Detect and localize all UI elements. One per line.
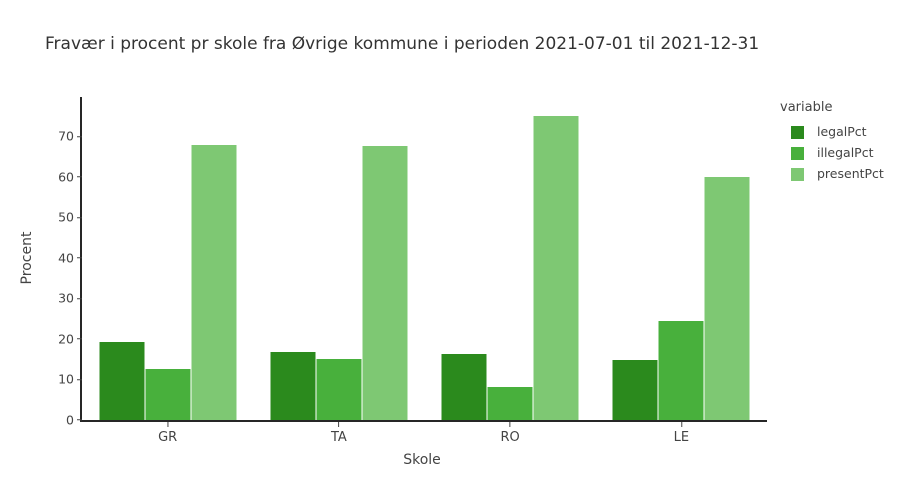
y-axis-title: Procent <box>19 231 35 285</box>
x-tick-label: RO <box>500 430 520 445</box>
bar-group-le <box>612 97 750 420</box>
y-tick-label: 30 <box>58 290 74 306</box>
y-tick-mark <box>77 257 82 259</box>
legend-swatch-illegalPct <box>791 147 804 160</box>
y-tick-mark <box>77 419 82 421</box>
y-tick-mark <box>77 176 82 178</box>
y-tick-mark <box>77 338 82 340</box>
bar-presentPct-le[interactable] <box>704 176 750 420</box>
x-tick-label: TA <box>330 430 347 445</box>
bar-presentPct-ta[interactable] <box>362 145 408 420</box>
legend-item-illegalPct[interactable]: illegalPct <box>778 143 884 164</box>
legend-label-presentPct: presentPct <box>817 166 884 182</box>
legend-title: variable <box>780 100 833 115</box>
bar-presentPct-ro[interactable] <box>533 116 579 420</box>
y-tick-10: 10 <box>58 373 82 386</box>
y-tick-label: 60 <box>58 168 74 184</box>
legend-item-presentPct[interactable]: presentPct <box>778 164 884 185</box>
y-tick-label: 70 <box>58 128 74 144</box>
x-tick-mark <box>680 422 682 427</box>
legend-swatch-legalPct <box>791 126 804 139</box>
x-tick-mark <box>167 422 169 427</box>
x-axis-title: Skole <box>403 452 441 468</box>
bars-layer <box>82 97 767 420</box>
x-tick-ro: RO <box>500 422 520 445</box>
y-tick-60: 60 <box>58 168 82 184</box>
y-tick-70: 70 <box>58 130 82 143</box>
x-tick-mark <box>509 422 511 427</box>
x-tick-ta: TA <box>331 422 347 444</box>
x-tick-le: LE <box>674 422 689 444</box>
bar-legalPct-gr[interactable] <box>99 342 145 420</box>
x-tick-mark <box>338 422 340 427</box>
y-tick-50: 50 <box>58 211 82 224</box>
y-tick-mark <box>77 217 82 219</box>
bar-group-ta <box>270 97 408 420</box>
bar-illegalPct-le[interactable] <box>658 321 704 420</box>
x-axis-ticks: GR TA RO LE <box>82 420 767 450</box>
legend-label-illegalPct: illegalPct <box>817 145 874 161</box>
y-tick-label: 20 <box>58 330 74 346</box>
y-tick-label: 50 <box>58 209 74 225</box>
y-tick-label: 0 <box>66 411 74 427</box>
y-tick-40: 40 <box>58 249 82 265</box>
bar-group-gr <box>99 97 237 420</box>
bar-legalPct-ro[interactable] <box>441 354 487 420</box>
y-tick-label: 10 <box>58 371 74 387</box>
bar-illegalPct-gr[interactable] <box>145 369 191 420</box>
chart-title: Fravær i procent pr skole fra Øvrige kom… <box>45 34 760 54</box>
plot-area: 0 10 20 30 40 50 60 70 GR TA RO LE <box>58 97 767 444</box>
bar-presentPct-gr[interactable] <box>191 145 237 420</box>
legend-item-legalPct[interactable]: legalPct <box>778 122 884 143</box>
y-tick-mark <box>77 379 82 381</box>
legend: variable legalPct illegalPct presentPct <box>778 100 884 185</box>
y-tick-30: 30 <box>58 292 82 305</box>
y-tick-20: 20 <box>58 330 82 346</box>
legend-items: legalPct illegalPct presentPct <box>778 122 884 185</box>
legend-swatch-presentPct <box>791 168 804 181</box>
y-tick-mark <box>77 298 82 300</box>
y-tick-mark <box>77 136 82 138</box>
bar-group-ro <box>441 97 579 420</box>
bar-legalPct-ta[interactable] <box>270 352 316 420</box>
y-tick-0: 0 <box>66 411 82 427</box>
legend-label-legalPct: legalPct <box>817 124 867 140</box>
bar-legalPct-le[interactable] <box>612 359 658 420</box>
bar-illegalPct-ro[interactable] <box>487 386 533 420</box>
x-tick-gr: GR <box>158 422 177 444</box>
x-tick-label: GR <box>158 430 178 445</box>
y-tick-label: 40 <box>58 249 74 265</box>
x-tick-label: LE <box>673 430 690 445</box>
bar-illegalPct-ta[interactable] <box>316 359 362 420</box>
y-axis-ticks: 0 10 20 30 40 50 60 70 <box>58 97 767 425</box>
